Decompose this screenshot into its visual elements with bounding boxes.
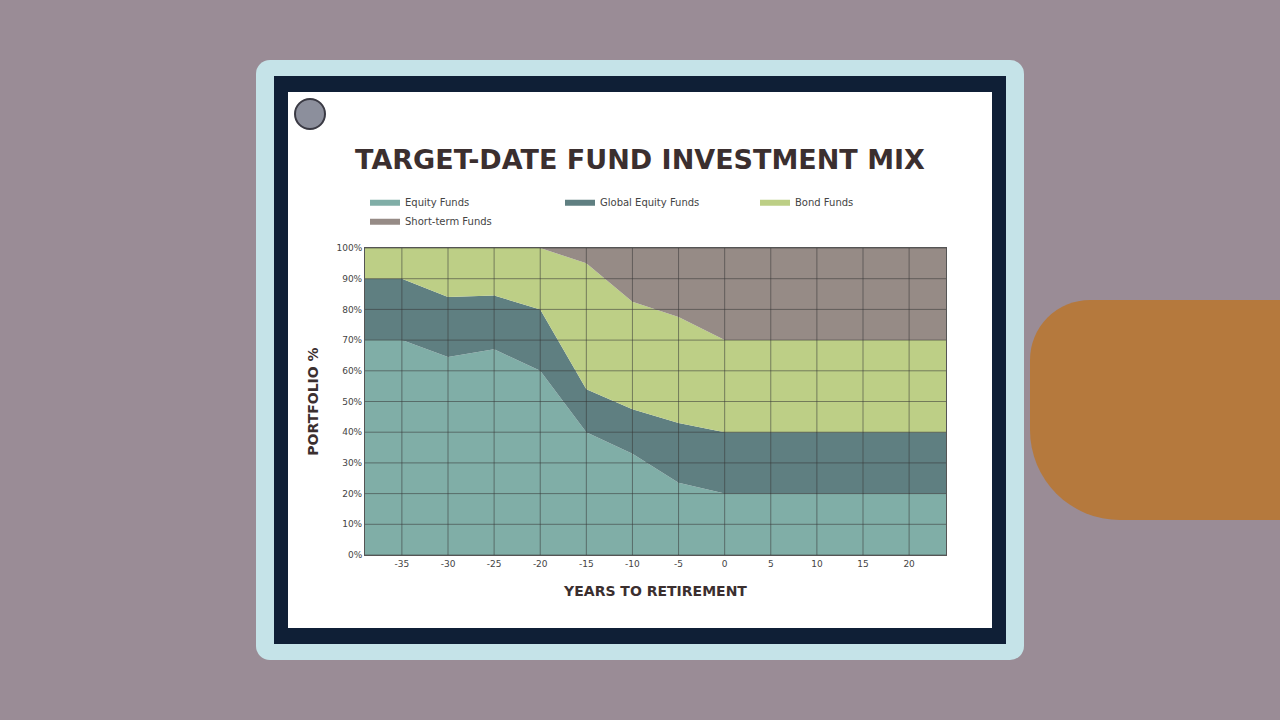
svg-text:0: 0 xyxy=(722,559,728,569)
svg-text:5: 5 xyxy=(768,559,774,569)
svg-text:-30: -30 xyxy=(441,559,456,569)
svg-text:-10: -10 xyxy=(625,559,640,569)
svg-text:PORTFOLIO %: PORTFOLIO % xyxy=(305,347,321,455)
svg-text:50%: 50% xyxy=(342,397,362,407)
svg-text:YEARS TO RETIREMENT: YEARS TO RETIREMENT xyxy=(563,583,747,599)
svg-text:10: 10 xyxy=(811,559,823,569)
svg-text:Global Equity Funds: Global Equity Funds xyxy=(600,197,699,208)
svg-text:30%: 30% xyxy=(342,458,362,468)
svg-text:0%: 0% xyxy=(348,550,363,560)
svg-text:100%: 100% xyxy=(336,243,362,253)
svg-text:90%: 90% xyxy=(342,274,362,284)
svg-text:-35: -35 xyxy=(395,559,410,569)
svg-text:TARGET-DATE FUND INVESTMENT MI: TARGET-DATE FUND INVESTMENT MIX xyxy=(355,144,925,175)
svg-text:20%: 20% xyxy=(342,489,362,499)
svg-text:20: 20 xyxy=(903,559,915,569)
svg-text:Bond Funds: Bond Funds xyxy=(795,197,853,208)
svg-text:70%: 70% xyxy=(342,335,362,345)
svg-text:40%: 40% xyxy=(342,427,362,437)
svg-text:Short-term Funds: Short-term Funds xyxy=(405,216,492,227)
svg-text:10%: 10% xyxy=(342,519,362,529)
svg-text:-15: -15 xyxy=(579,559,594,569)
svg-text:Equity Funds: Equity Funds xyxy=(405,197,469,208)
svg-text:60%: 60% xyxy=(342,366,362,376)
svg-text:-20: -20 xyxy=(533,559,548,569)
svg-text:15: 15 xyxy=(857,559,868,569)
svg-text:80%: 80% xyxy=(342,305,362,315)
svg-text:-25: -25 xyxy=(487,559,502,569)
svg-text:-5: -5 xyxy=(674,559,683,569)
